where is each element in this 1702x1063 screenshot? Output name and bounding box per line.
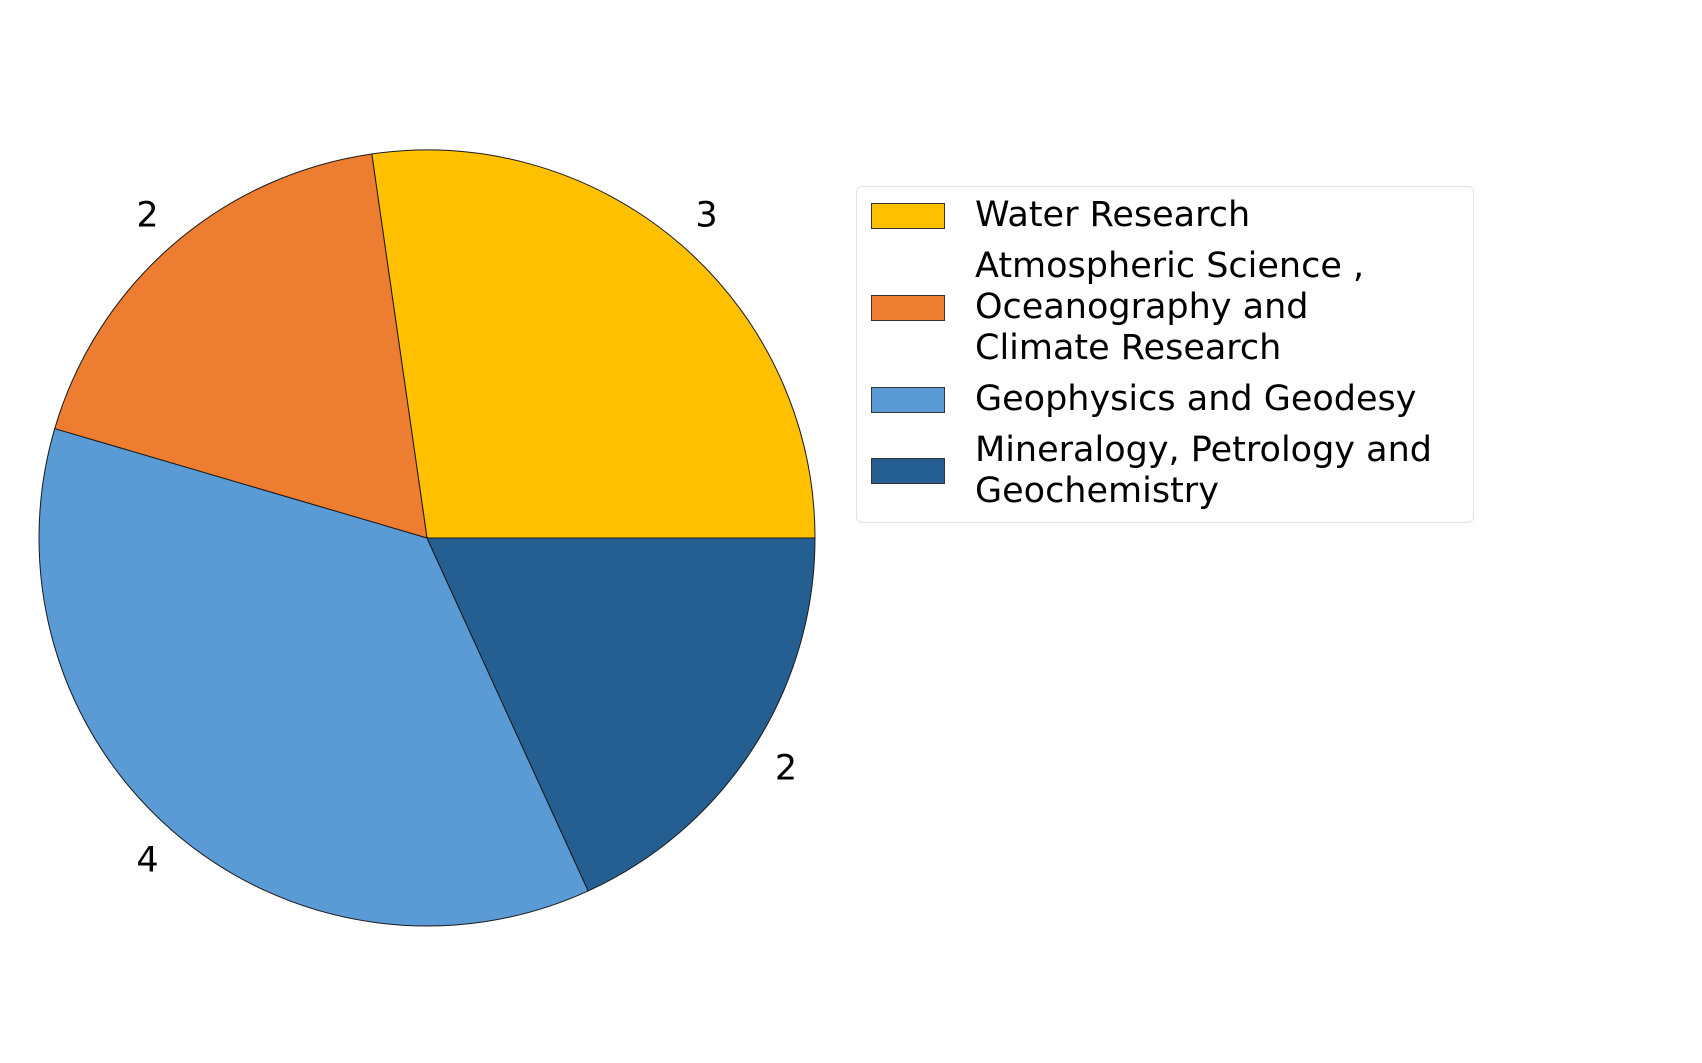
pie-value-label-3: 4 (136, 841, 158, 881)
pie-value-label-2: 2 (136, 195, 158, 235)
legend-item-2: Atmospheric Science , Oceanography and C… (871, 246, 1463, 369)
legend-label-2: Atmospheric Science , Oceanography and C… (975, 246, 1365, 368)
legend-label-1: Water Research (975, 195, 1251, 235)
legend: Water Research Atmospheric Science , Ocea… (856, 186, 1474, 523)
legend-swatch-3 (871, 386, 945, 413)
legend-swatch-4 (871, 458, 945, 484)
pie-slice-2 (54, 153, 428, 539)
legend-label-3: Geophysics and Geodesy (975, 379, 1417, 419)
legend-item-4: Mineralogy, Petrology and Geochemistry (871, 430, 1463, 512)
pie-slice-1 (371, 149, 816, 539)
legend-swatch-2 (871, 294, 945, 321)
pie-value-label-4: 2 (775, 749, 797, 789)
pie-slice-4 (426, 537, 816, 892)
pie-value-labels: 3 2 4 2 (136, 195, 797, 880)
legend-swatch-1 (871, 202, 945, 229)
legend-item-1: Water Research (871, 195, 1463, 236)
pie-slices (38, 149, 816, 927)
legend-item-3: Geophysics and Geodesy (871, 379, 1463, 420)
pie-value-label-1: 3 (695, 195, 717, 235)
legend-label-4: Mineralogy, Petrology and Geochemistry (975, 430, 1432, 511)
pie-slice-3 (38, 428, 589, 927)
